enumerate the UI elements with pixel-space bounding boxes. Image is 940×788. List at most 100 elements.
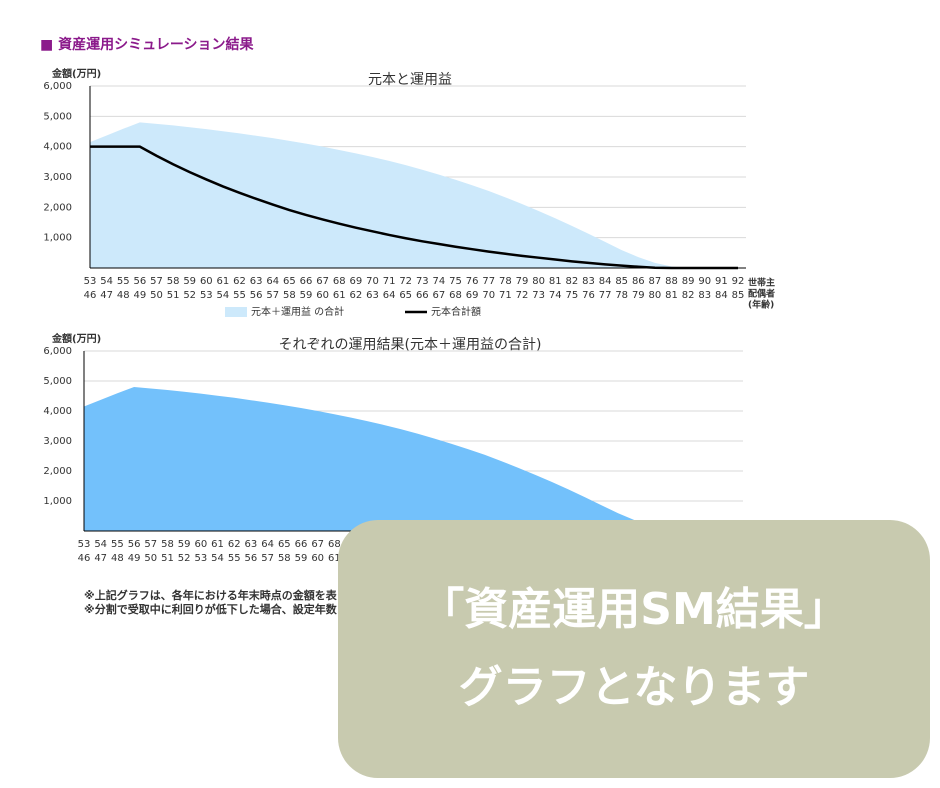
x-tick-label: 83: [698, 290, 711, 301]
y-tick-label: 5,000: [43, 111, 72, 122]
x-tick-label: 59: [178, 539, 191, 550]
x-tick-label: 90: [698, 276, 711, 287]
chart-title: 元本と運用益: [368, 72, 452, 88]
page-title: ■ 資産運用シミュレーション結果: [40, 36, 255, 53]
x-tick-label: 76: [582, 290, 595, 301]
y-tick-label: 2,000: [43, 202, 72, 213]
x-tick-label: 70: [482, 290, 495, 301]
x-tick-label: 53: [194, 553, 207, 564]
x-tick-label: 69: [466, 290, 479, 301]
x-tick-label: 57: [261, 553, 274, 564]
x-tick-label: 52: [178, 553, 191, 564]
x-tick-label: 78: [499, 276, 512, 287]
x-tick-label: 79: [516, 276, 529, 287]
x-tick-label: 61: [217, 276, 230, 287]
x-tick-label: 51: [161, 553, 174, 564]
y-tick-label: 1,000: [43, 496, 72, 507]
x-tick-label: 68: [328, 539, 341, 550]
y-tick-label: 6,000: [43, 346, 72, 357]
x-tick-label: 67: [316, 276, 329, 287]
x-tick-label: 69: [349, 276, 362, 287]
y-tick-label: 1,000: [43, 233, 72, 244]
overlay-text: グラフとなります: [459, 662, 810, 713]
x-tick-label: 75: [449, 276, 462, 287]
x-tick-label: 74: [549, 290, 562, 301]
x-tick-label: 53: [84, 276, 97, 287]
x-tick-label: 85: [615, 276, 628, 287]
x-tick-label: 60: [194, 539, 207, 550]
x-tick-label: 83: [582, 276, 595, 287]
y-tick-label: 4,000: [43, 406, 72, 417]
chart-title: それぞれの運用結果(元本＋運用益の合計): [279, 337, 542, 353]
x-tick-label: 57: [266, 290, 279, 301]
x-tick-label: 52: [183, 290, 196, 301]
y-axis-label: 金額(万円): [51, 332, 101, 345]
x-tick-label: 77: [599, 290, 612, 301]
x-axis-label: 配偶者: [748, 288, 775, 300]
x-tick-label: 68: [449, 290, 462, 301]
x-tick-label: 64: [266, 276, 279, 287]
line: [90, 145, 738, 270]
x-tick-label: 61: [333, 290, 346, 301]
x-tick-label: 75: [565, 290, 578, 301]
x-tick-label: 53: [78, 539, 91, 550]
x-tick-label: 72: [516, 290, 529, 301]
x-tick-label: 49: [128, 553, 141, 564]
x-tick-label: 92: [732, 276, 745, 287]
x-tick-label: 56: [133, 276, 146, 287]
area: [84, 387, 735, 531]
x-tick-label: 60: [316, 290, 329, 301]
x-tick-label: 74: [433, 276, 446, 287]
x-tick-label: 81: [665, 290, 678, 301]
x-tick-label: 66: [416, 290, 429, 301]
x-tick-label: 47: [100, 290, 113, 301]
x-tick-label: 82: [565, 276, 578, 287]
x-tick-label: 54: [94, 539, 107, 550]
x-tick-label: 58: [278, 553, 291, 564]
x-tick-label: 84: [715, 290, 728, 301]
x-tick-label: 63: [245, 539, 258, 550]
x-tick-label: 50: [150, 290, 163, 301]
legend-label: 元本＋運用益 の合計: [251, 305, 344, 318]
x-tick-label: 80: [649, 290, 662, 301]
y-tick-label: 3,000: [43, 172, 72, 183]
x-tick-label: 50: [144, 553, 157, 564]
x-tick-label: 59: [300, 290, 313, 301]
y-tick-label: 6,000: [43, 81, 72, 92]
x-tick-label: 64: [383, 290, 396, 301]
x-tick-label: 65: [399, 290, 412, 301]
x-tick-label: 46: [84, 290, 97, 301]
x-tick-label: 89: [682, 276, 695, 287]
x-tick-label: 82: [682, 290, 695, 301]
x-tick-label: 62: [228, 539, 241, 550]
y-tick-label: 2,000: [43, 466, 72, 477]
x-tick-label: 59: [183, 276, 196, 287]
y-tick-label: 5,000: [43, 376, 72, 387]
x-tick-label: 67: [311, 539, 324, 550]
x-tick-label: 55: [111, 539, 124, 550]
x-tick-label: 59: [295, 553, 308, 564]
x-tick-label: 84: [599, 276, 612, 287]
x-tick-label: 86: [632, 276, 645, 287]
x-tick-label: 72: [399, 276, 412, 287]
x-tick-label: 54: [211, 553, 224, 564]
x-tick-label: 91: [715, 276, 728, 287]
overlay-box: [338, 520, 930, 778]
x-tick-label: 87: [649, 276, 662, 287]
x-tick-label: 55: [233, 290, 246, 301]
x-tick-label: 55: [117, 276, 130, 287]
x-tick-label: 63: [366, 290, 379, 301]
x-tick-label: 67: [433, 290, 446, 301]
x-tick-label: 80: [532, 276, 545, 287]
x-tick-label: 76: [466, 276, 479, 287]
x-tick-label: 66: [300, 276, 313, 287]
x-tick-label: 65: [278, 539, 291, 550]
x-tick-label: 88: [665, 276, 678, 287]
x-axis-label: 世帯主: [748, 277, 775, 289]
area: [90, 122, 738, 269]
x-tick-label: 70: [366, 276, 379, 287]
x-tick-label: 46: [78, 553, 91, 564]
legend-swatch: [225, 307, 247, 317]
x-tick-label: 48: [111, 553, 124, 564]
